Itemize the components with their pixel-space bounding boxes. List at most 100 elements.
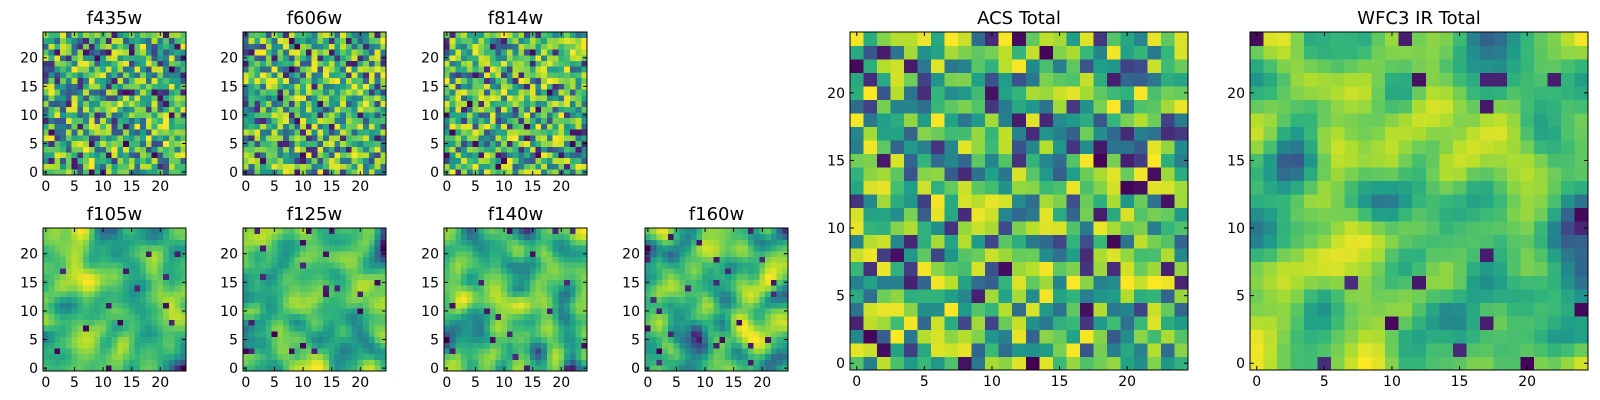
heatmap-cell xyxy=(60,89,67,96)
heatmap-cell xyxy=(271,256,278,263)
heatmap-cell xyxy=(958,342,973,357)
heatmap-cell xyxy=(168,163,175,170)
heatmap-cell xyxy=(300,157,307,164)
heatmap-cell xyxy=(277,302,284,309)
heatmap-cell xyxy=(323,123,330,130)
heatmap-cell xyxy=(518,279,525,286)
heatmap-cell xyxy=(1012,207,1027,222)
heatmap-cell xyxy=(529,308,536,315)
heatmap-cell xyxy=(174,54,181,61)
heatmap-cell xyxy=(288,228,295,235)
heatmap-cell xyxy=(730,268,737,275)
heatmap-cell xyxy=(506,134,514,142)
heatmap-cell xyxy=(368,83,375,90)
heatmap-cell xyxy=(552,32,559,39)
heatmap-cell xyxy=(931,167,946,182)
heatmap-cell xyxy=(541,336,548,343)
heatmap-cell xyxy=(317,285,324,292)
heatmap-cell xyxy=(260,140,267,147)
heatmap-cell xyxy=(679,262,686,269)
heatmap-cell xyxy=(111,273,118,280)
heatmap-cell xyxy=(88,239,95,246)
heatmap-cell xyxy=(294,169,301,176)
heatmap-cell xyxy=(105,273,113,280)
heatmap-cell xyxy=(736,268,743,275)
heatmap-cell xyxy=(43,239,50,246)
heatmap-cell xyxy=(180,285,187,292)
heatmap-cell xyxy=(1039,207,1054,222)
heatmap-cell xyxy=(765,348,772,355)
heatmap-cell xyxy=(357,353,364,360)
heatmap-cell xyxy=(690,342,697,349)
heatmap-cell xyxy=(94,365,101,372)
heatmap-cell xyxy=(742,296,749,303)
heatmap-cell xyxy=(725,359,732,366)
heatmap-cell xyxy=(546,279,554,286)
heatmap-cell xyxy=(328,117,335,124)
heatmap-cell xyxy=(294,313,301,320)
heatmap-cell xyxy=(719,319,726,326)
heatmap-cell xyxy=(985,261,1000,276)
heatmap-cell xyxy=(48,134,55,142)
heatmap-cell xyxy=(461,77,468,84)
heatmap-cell xyxy=(65,353,72,360)
heatmap-cell xyxy=(111,129,118,136)
heatmap-cell xyxy=(495,157,502,164)
heatmap-cell xyxy=(323,60,330,67)
heatmap-cell xyxy=(645,256,652,263)
heatmap-cell xyxy=(163,37,170,44)
heatmap-cell xyxy=(60,365,67,372)
heatmap-cell xyxy=(294,129,301,136)
heatmap-cell xyxy=(541,239,548,246)
heatmap-cell xyxy=(782,313,789,320)
heatmap-cell xyxy=(529,106,536,113)
heatmap-cell xyxy=(512,342,519,349)
heatmap-cell xyxy=(340,365,347,372)
heatmap-cell xyxy=(105,169,113,176)
heatmap-cell xyxy=(71,117,78,124)
heatmap-cell xyxy=(535,239,542,246)
heatmap-cell xyxy=(83,100,90,107)
heatmap-cell xyxy=(1012,288,1027,303)
heatmap-cell xyxy=(283,112,290,119)
heatmap-cell xyxy=(345,342,353,349)
heatmap-cell xyxy=(685,330,692,338)
heatmap-cell xyxy=(43,256,50,263)
heatmap-cell xyxy=(111,319,118,326)
heatmap-cell xyxy=(168,313,175,320)
heatmap-cell xyxy=(742,336,749,343)
heatmap-cell xyxy=(94,134,101,142)
heatmap-cell xyxy=(300,100,307,107)
heatmap-cell xyxy=(736,342,743,349)
heatmap-cell xyxy=(472,106,479,113)
heatmap-cell xyxy=(145,256,153,263)
heatmap-cell xyxy=(100,256,107,263)
heatmap-cell xyxy=(776,308,783,315)
heatmap-cell xyxy=(449,83,456,90)
heatmap-cell xyxy=(759,250,766,257)
heatmap-cell xyxy=(71,129,78,136)
heatmap-cell xyxy=(134,348,141,355)
heatmap-cell xyxy=(776,325,783,332)
heatmap-cell xyxy=(444,106,451,113)
heatmap-cell xyxy=(180,273,187,280)
heatmap-cell xyxy=(518,123,525,130)
heatmap-cell xyxy=(380,268,387,275)
heatmap-cell xyxy=(163,54,170,61)
heatmap-cell xyxy=(444,60,451,67)
heatmap-cell xyxy=(88,256,95,263)
heatmap-cell xyxy=(759,285,766,292)
heatmap-cell xyxy=(690,273,697,280)
heatmap-cell xyxy=(254,319,261,326)
heatmap-cell xyxy=(283,233,290,240)
heatmap-cell xyxy=(472,129,479,136)
heatmap-cell xyxy=(581,32,588,39)
heatmap-cell xyxy=(283,273,290,280)
heatmap-cell xyxy=(100,94,107,102)
heatmap-cell xyxy=(558,37,565,44)
heatmap-cell xyxy=(243,353,250,360)
heatmap-cell xyxy=(117,54,124,61)
heatmap-cell xyxy=(782,359,789,366)
heatmap-cell xyxy=(374,256,381,263)
heatmap-cell xyxy=(645,268,652,275)
